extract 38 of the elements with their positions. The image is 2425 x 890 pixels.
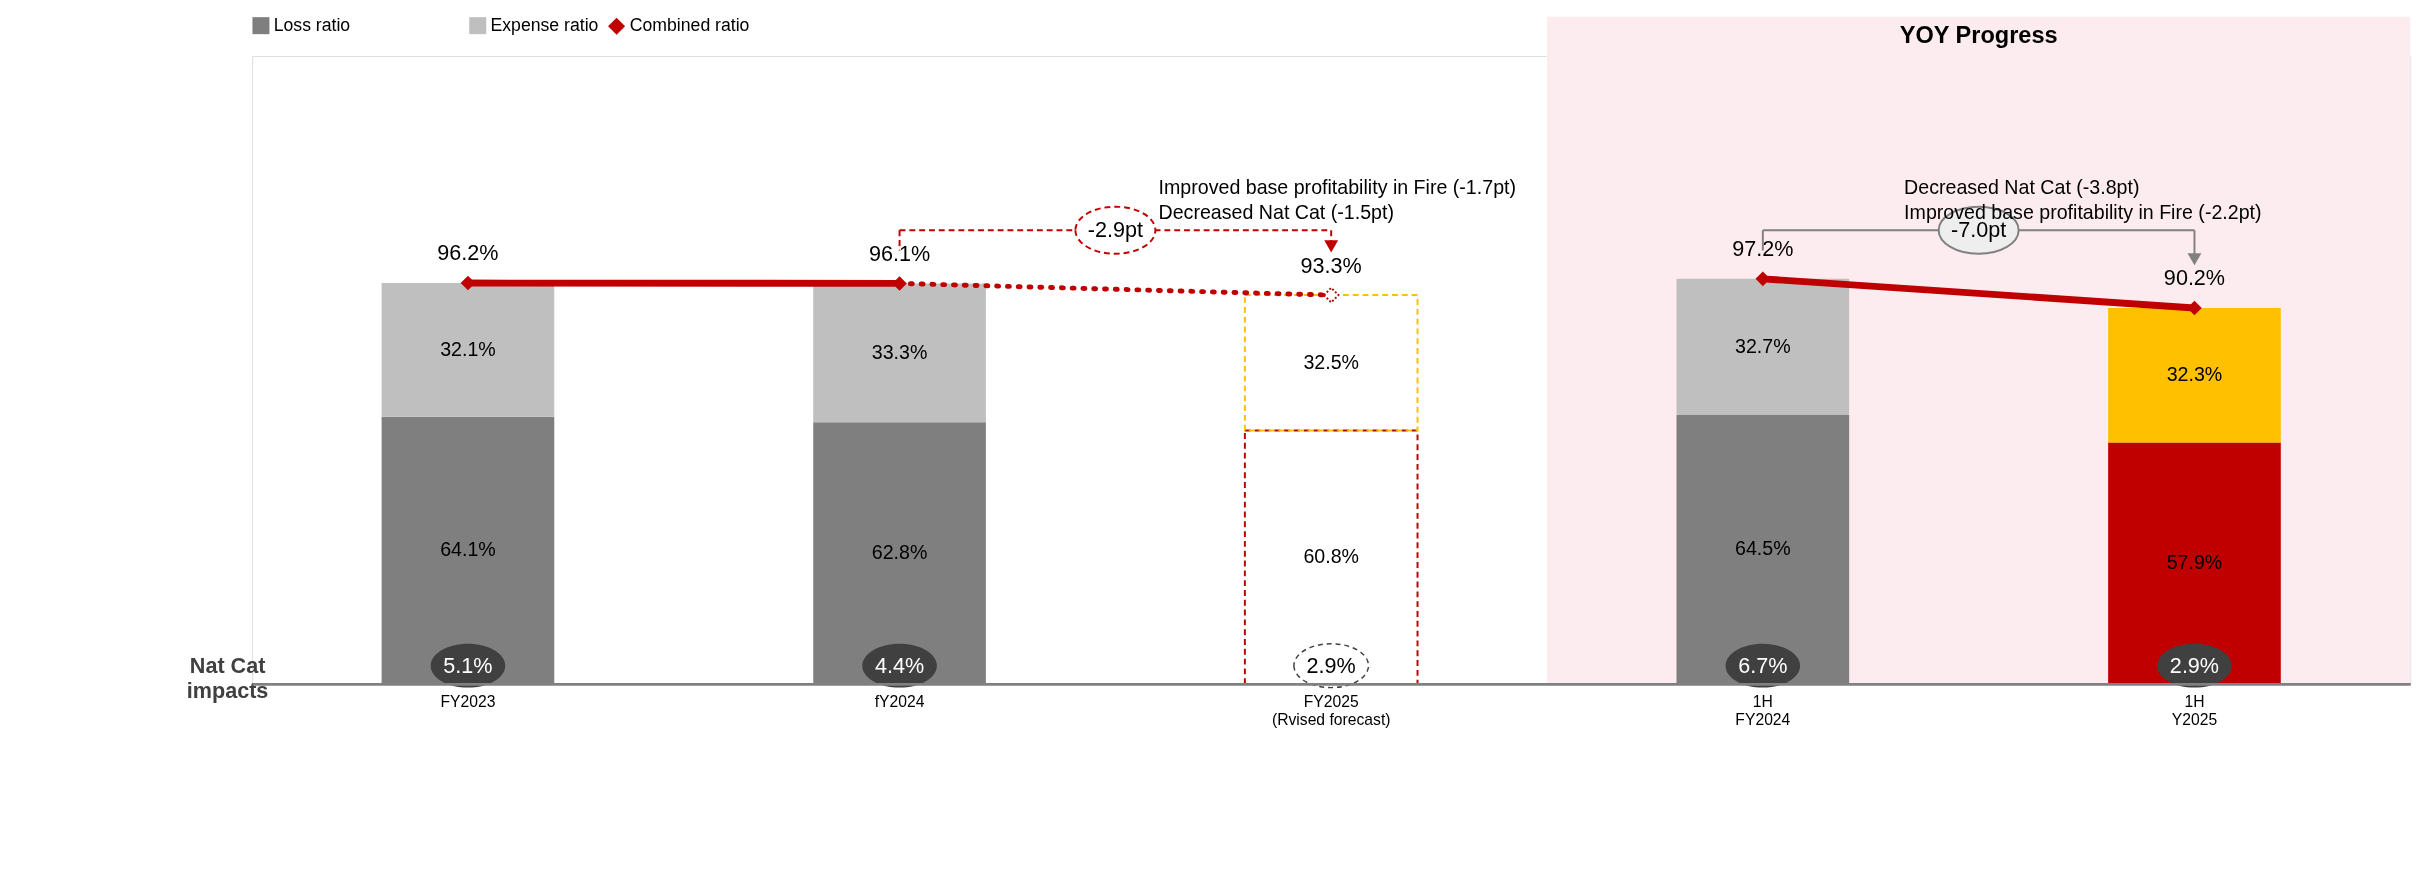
legend-label: Loss ratio: [273, 14, 351, 35]
data-label: 33.3%: [871, 340, 928, 363]
annotation: 2.9%: [2169, 652, 2220, 678]
x-tick-label: fY2024: [874, 692, 925, 710]
data-label: 62.8%: [871, 540, 928, 563]
x-tick-label: FY2025 (Rvised forecast): [1271, 692, 1391, 728]
annotation: 6.7%: [1738, 652, 1788, 678]
data-label: 93.3%: [1300, 252, 1362, 278]
bar: [1676, 278, 1850, 416]
data-label: 64.1%: [440, 538, 496, 561]
annotation: 4.4%: [874, 652, 925, 678]
point: [1322, 286, 1340, 304]
bar: [2108, 442, 2281, 684]
bar: [2108, 308, 2281, 443]
data-label: 96.2%: [437, 240, 499, 266]
data-label: 32.7%: [1735, 334, 1791, 357]
bar: [813, 283, 986, 423]
annotation: Nat Cat impacts: [186, 652, 269, 704]
data-label: 32.5%: [1303, 350, 1359, 373]
x-tick-label: 1H Y2025: [2171, 692, 2218, 728]
data-label: 32.1%: [440, 337, 496, 360]
bar: [381, 283, 555, 417]
data-label: 97.2%: [1732, 236, 1794, 262]
x-tick-label: FY2023: [440, 692, 496, 710]
annotation: -2.9pt: [1087, 217, 1143, 243]
data-label: 57.9%: [2166, 551, 2223, 574]
annotation: 2.9%: [1306, 652, 1356, 678]
legend-label: Combined ratio: [629, 15, 750, 36]
data-label: 32.3%: [2166, 363, 2223, 386]
x-tick-label: 1H FY2024: [1735, 692, 1791, 728]
annotation: Improved base profitability in Fire (-1.7pt) Decreased Nat Cat (-1.5pt): [1158, 175, 1517, 224]
data-label: 64.5%: [1735, 537, 1791, 560]
data-label: 60.8%: [1303, 545, 1359, 568]
band-label: YOY Progress: [1899, 22, 2058, 49]
data-label: 96.1%: [868, 240, 931, 266]
annotation: 5.1%: [443, 652, 493, 678]
legend-label: Expense ratio: [490, 14, 599, 35]
data-label: 90.2%: [2163, 265, 2226, 291]
